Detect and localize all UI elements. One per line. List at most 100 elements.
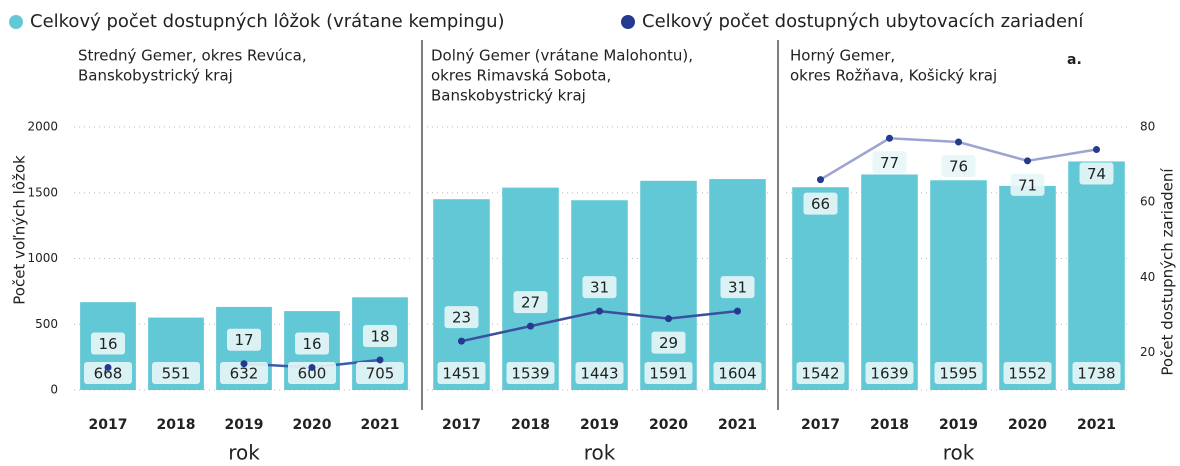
x-tick-label: 2017 <box>801 417 840 433</box>
bar <box>640 180 697 390</box>
bar <box>792 187 849 390</box>
bar <box>1068 161 1125 390</box>
y2-tick-label: 60 <box>1140 195 1155 209</box>
y-axis-title: Počet voľných lôžok <box>11 155 29 305</box>
bar-value-label: 1738 <box>1077 365 1115 383</box>
value-label-box <box>288 362 336 384</box>
x-axis-title: rok <box>228 441 260 465</box>
panel-title: okres Rimavská Sobota, <box>431 67 611 85</box>
bar-value-label: 668 <box>94 365 123 383</box>
y-tick-label: 1500 <box>27 185 58 199</box>
x-tick-label: 2020 <box>293 417 332 433</box>
bar-value-label: 1539 <box>511 365 549 383</box>
line-value-label: 16 <box>302 335 321 353</box>
value-label-box <box>227 328 261 351</box>
y-tick-label: 500 <box>35 317 58 331</box>
bar-value-label: 1639 <box>870 365 908 383</box>
x-tick-label: 2020 <box>1008 417 1047 433</box>
value-label-box <box>506 362 555 384</box>
line-point <box>886 134 893 142</box>
line-value-label: 17 <box>234 331 253 349</box>
x-tick-label: 2019 <box>580 417 619 433</box>
legend-label: Celkový počet dostupných ubytovacích zar… <box>642 11 1084 32</box>
value-label-box <box>803 192 838 215</box>
line-point <box>817 176 824 184</box>
value-label-box <box>720 276 755 299</box>
line-value-label: 66 <box>811 195 830 213</box>
value-label-box <box>152 362 200 384</box>
bar <box>999 185 1056 390</box>
value-label-box <box>582 276 617 299</box>
y-tick-label: 0 <box>50 383 58 397</box>
x-tick-label: 2021 <box>361 417 400 433</box>
x-tick-label: 2017 <box>89 417 128 433</box>
value-label-box <box>1072 362 1121 384</box>
value-label-box <box>1010 173 1045 196</box>
x-tick-label: 2019 <box>225 417 264 433</box>
line-value-label: 18 <box>370 327 389 345</box>
bar-value-label: 632 <box>230 365 259 383</box>
value-label-box <box>363 324 397 347</box>
line-point <box>1093 146 1100 154</box>
value-label-box <box>356 362 404 384</box>
bar-value-label: 1451 <box>442 365 480 383</box>
y-tick-label: 2000 <box>27 120 58 134</box>
line-point <box>376 356 384 364</box>
line-value-label: 16 <box>98 335 117 353</box>
value-label-box <box>796 362 845 384</box>
x-tick-label: 2021 <box>718 417 757 433</box>
line-point <box>596 307 603 315</box>
line-value-label: 27 <box>521 294 540 312</box>
y2-axis-title: Počet dostupných zariadení <box>1159 168 1177 376</box>
line-value-label: 31 <box>728 279 747 297</box>
line-point <box>308 363 316 371</box>
y-tick-label: 1000 <box>27 251 58 265</box>
bar <box>433 199 490 390</box>
panel-title: Stredný Gemer, okres Revúca, <box>78 47 307 65</box>
bar-value-label: 551 <box>162 365 191 383</box>
y2-tick-label: 80 <box>1140 120 1155 134</box>
line-point <box>527 322 534 330</box>
bar-value-label: 1604 <box>718 365 756 383</box>
x-axis-title: rok <box>584 441 616 465</box>
bar-value-label: 1443 <box>580 365 618 383</box>
value-label-box <box>513 291 548 314</box>
bar-value-label: 1552 <box>1008 365 1046 383</box>
value-label-box <box>644 362 693 384</box>
line-point <box>240 360 248 368</box>
line-point <box>104 363 112 371</box>
x-tick-label: 2021 <box>1077 417 1116 433</box>
panel-title: Banskobystrický kraj <box>431 87 586 105</box>
legend-swatch <box>9 15 23 29</box>
y2-tick-label: 40 <box>1140 270 1155 284</box>
bar-value-label: 1542 <box>801 365 839 383</box>
value-label-box <box>934 362 983 384</box>
panel-title: Horný Gemer, <box>790 47 895 65</box>
value-label-box <box>713 362 762 384</box>
value-label-box <box>575 362 624 384</box>
x-axis-title: rok <box>943 441 975 465</box>
bar <box>502 187 559 390</box>
panel-title: okres Rožňava, Košický kraj <box>790 67 997 85</box>
line-value-label: 31 <box>590 279 609 297</box>
legend-label: Celkový počet dostupných lôžok (vrátane … <box>30 11 505 32</box>
legend-swatch <box>621 15 635 29</box>
bar-value-label: 600 <box>298 365 327 383</box>
value-label-box <box>1079 162 1114 185</box>
y2-tick-label: 20 <box>1140 345 1155 359</box>
line-point <box>458 337 465 345</box>
value-label-box <box>872 151 907 174</box>
value-label-box <box>941 155 976 178</box>
panel-title: Dolný Gemer (vrátane Malohontu), <box>431 47 693 65</box>
annotation: a. <box>1067 52 1082 68</box>
value-label-box <box>865 362 914 384</box>
line-point <box>734 307 741 315</box>
value-label-box <box>295 332 329 355</box>
x-tick-label: 2019 <box>939 417 978 433</box>
bar <box>930 180 987 390</box>
x-tick-label: 2017 <box>442 417 481 433</box>
bar-value-label: 705 <box>366 365 395 383</box>
value-label-box <box>220 362 268 384</box>
x-tick-label: 2020 <box>649 417 688 433</box>
